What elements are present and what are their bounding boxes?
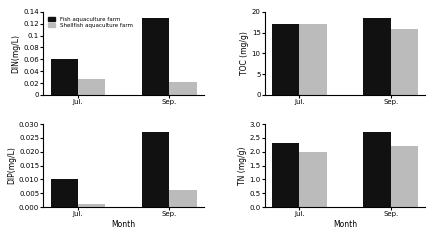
Bar [51, 59, 78, 95]
Bar [51, 179, 78, 207]
X-axis label: Month: Month [333, 220, 357, 229]
Bar [78, 204, 105, 207]
Y-axis label: TOC (mg/g): TOC (mg/g) [240, 31, 249, 75]
Bar [391, 29, 418, 95]
Y-axis label: DIP(mg/L): DIP(mg/L) [7, 147, 16, 184]
Bar [272, 24, 299, 95]
X-axis label: Month: Month [112, 220, 136, 229]
Bar [142, 18, 169, 95]
Bar [391, 146, 418, 207]
Bar [78, 79, 105, 95]
Bar [363, 132, 391, 207]
Bar [299, 24, 327, 95]
Bar [169, 190, 197, 207]
Y-axis label: TN (mg/g): TN (mg/g) [238, 146, 247, 185]
Bar [363, 18, 391, 95]
Bar [142, 132, 169, 207]
Bar [272, 143, 299, 207]
Bar [169, 82, 197, 95]
Y-axis label: DIN(mg/L): DIN(mg/L) [12, 34, 21, 73]
Bar [299, 152, 327, 207]
Legend: Fish aquaculture farm, Shellfish aquaculture farm: Fish aquaculture farm, Shellfish aquacul… [46, 15, 135, 30]
